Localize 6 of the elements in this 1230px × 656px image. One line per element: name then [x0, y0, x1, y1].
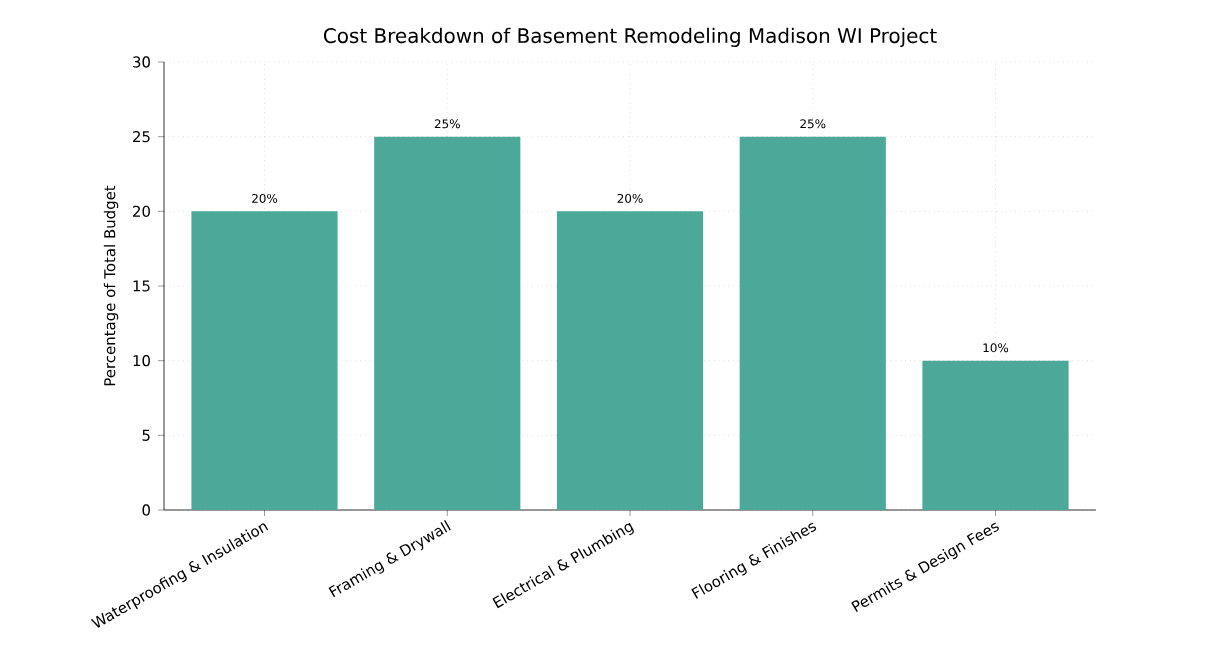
bar: [556, 211, 704, 510]
bar: [191, 211, 338, 510]
chart-title: Cost Breakdown of Basement Remodeling Madison WI Project: [323, 27, 937, 48]
bar: [922, 360, 1069, 510]
bar: [374, 136, 521, 510]
bar: [739, 136, 886, 510]
